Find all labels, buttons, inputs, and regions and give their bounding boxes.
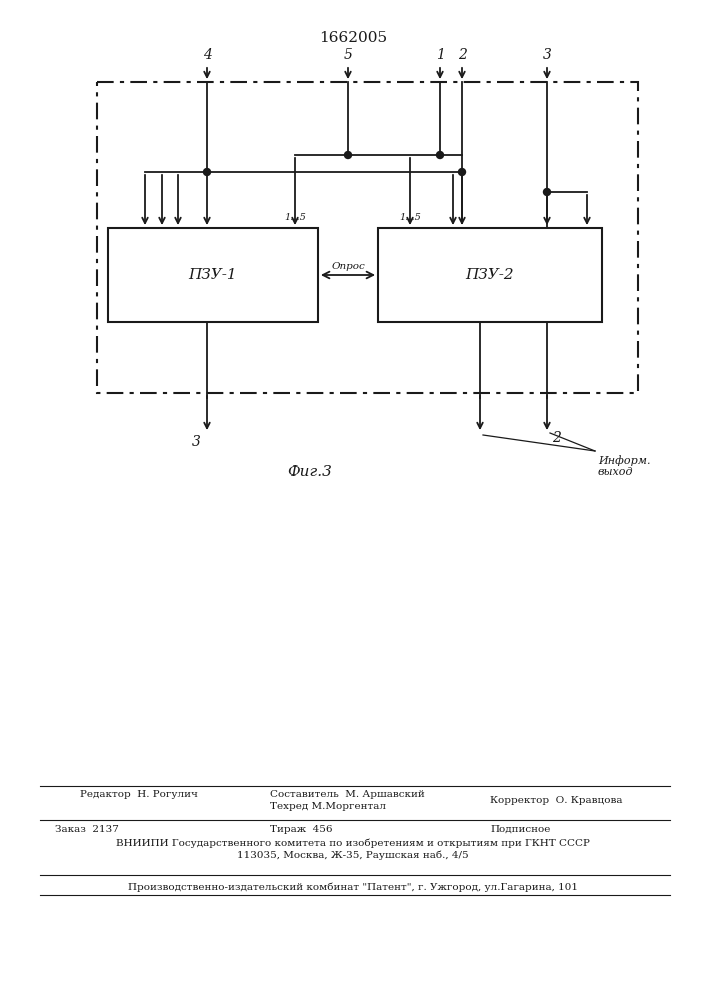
Text: Корректор  О. Кравцова: Корректор О. Кравцова xyxy=(490,796,622,805)
Circle shape xyxy=(344,151,351,158)
Text: Заказ  2137: Заказ 2137 xyxy=(55,825,119,834)
Text: Опрос: Опрос xyxy=(331,262,365,271)
Bar xyxy=(97,82,638,393)
Text: Производственно-издательский комбинат "Патент", г. Ужгород, ул.Гагарина, 101: Производственно-издательский комбинат "П… xyxy=(128,883,578,892)
Text: 1...5: 1...5 xyxy=(284,213,306,222)
Text: Информ.
выход: Информ. выход xyxy=(598,455,650,477)
Text: ВНИИПИ Государственного комитета по изобретениям и открытиям при ГКНТ СССР: ВНИИПИ Государственного комитета по изоб… xyxy=(116,838,590,848)
Text: Техред М.Моргентал: Техред М.Моргентал xyxy=(270,802,386,811)
Bar xyxy=(378,228,602,322)
Text: 1: 1 xyxy=(436,48,445,62)
Text: 113035, Москва, Ж-35, Раушская наб., 4/5: 113035, Москва, Ж-35, Раушская наб., 4/5 xyxy=(237,850,469,859)
Text: ПЗУ-1: ПЗУ-1 xyxy=(189,268,238,282)
Text: 3: 3 xyxy=(192,435,201,449)
Text: ПЗУ-2: ПЗУ-2 xyxy=(466,268,514,282)
Text: 1662005: 1662005 xyxy=(319,31,387,45)
Circle shape xyxy=(544,188,551,196)
Text: 1...5: 1...5 xyxy=(399,213,421,222)
Circle shape xyxy=(204,168,211,176)
Circle shape xyxy=(459,168,465,176)
Circle shape xyxy=(436,151,443,158)
Bar xyxy=(108,228,318,322)
Text: 3: 3 xyxy=(542,48,551,62)
Text: Редактор  Н. Рогулич: Редактор Н. Рогулич xyxy=(80,790,198,799)
Text: Подписное: Подписное xyxy=(490,825,550,834)
Text: Составитель  М. Аршавский: Составитель М. Аршавский xyxy=(270,790,425,799)
Text: 2: 2 xyxy=(552,431,561,445)
Text: 2: 2 xyxy=(457,48,467,62)
Text: 5: 5 xyxy=(344,48,352,62)
Text: 4: 4 xyxy=(203,48,211,62)
Text: Фиг.3: Фиг.3 xyxy=(288,465,332,479)
Text: Тираж  456: Тираж 456 xyxy=(270,825,332,834)
